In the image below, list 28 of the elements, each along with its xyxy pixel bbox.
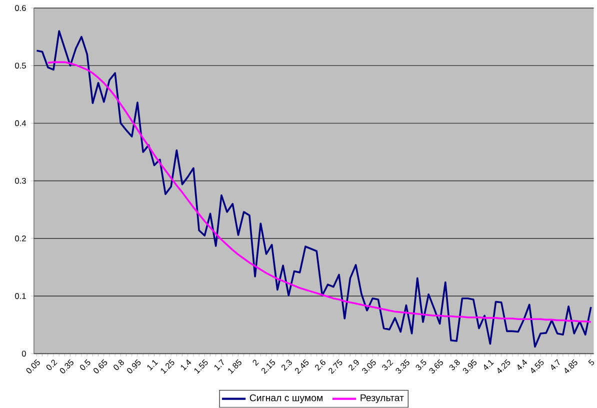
x-tick-label: 0.5 [80, 359, 90, 370]
x-tick-label: 1.1 [147, 360, 158, 371]
y-tick-label: 0.4 [15, 120, 26, 126]
y-tick-label: 0.1 [15, 293, 26, 300]
x-tick-label: 4.1 [484, 360, 494, 370]
y-tick-label: 0.6 [15, 5, 26, 12]
y-tick-label: 0.2 [15, 236, 26, 242]
x-tick-label: 3.8 [449, 360, 460, 370]
y-tick-label: 0.3 [15, 178, 26, 184]
x-tick-label: 2.6 [315, 360, 326, 371]
legend-label: Результат [360, 394, 404, 404]
x-tick-label: 0.8 [114, 360, 124, 370]
x-tick-label: 4.7 [551, 359, 560, 370]
x-tick-label: 0.2 [46, 360, 58, 370]
x-tick-label: 4.4 [518, 360, 528, 370]
x-tick-label: 1.7 [214, 359, 224, 371]
x-tick-label: 3.2 [382, 360, 394, 370]
y-tick-label: 0.5 [15, 62, 26, 69]
x-tick-label: 2.3 [281, 360, 292, 371]
x-tick-label: 2.9 [348, 360, 359, 371]
legend-label: Сигнал с шумом [250, 394, 322, 404]
y-tick-label: 0 [22, 350, 26, 357]
x-tick-label: 3.95 [462, 359, 477, 374]
x-tick-label: 3.5 [416, 359, 426, 370]
x-tick-label: 1.4 [180, 360, 192, 371]
x-tick-label: 2 [252, 360, 259, 366]
x-tick-label: 5 [588, 359, 594, 366]
x-tick-label: 0.65 [94, 359, 108, 374]
